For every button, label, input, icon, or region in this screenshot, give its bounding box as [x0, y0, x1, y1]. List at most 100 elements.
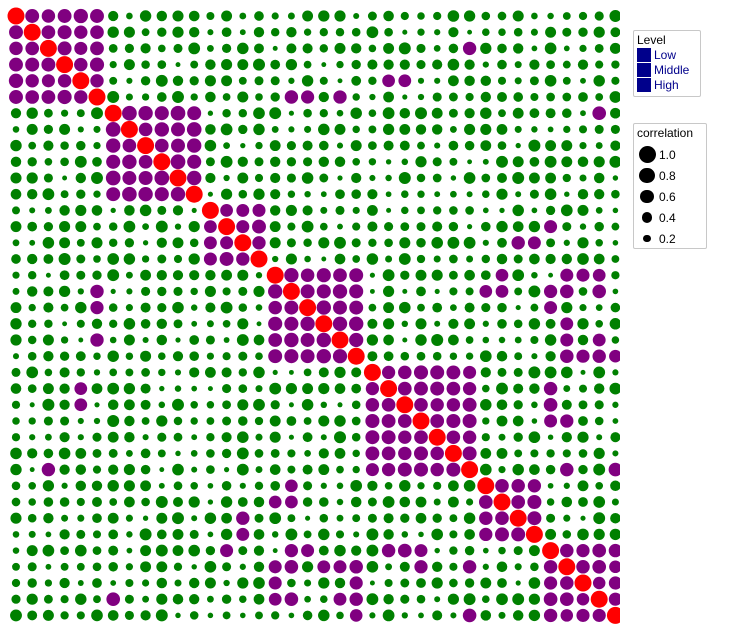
corr-point-26-6	[107, 431, 119, 443]
corr-point-33-22	[366, 544, 379, 557]
corr-point-15-27	[449, 254, 458, 264]
corr-point-2-15	[254, 43, 264, 54]
corr-point-1-1	[23, 23, 41, 41]
corr-point-7-24	[399, 123, 411, 135]
corr-point-4-17	[288, 77, 295, 84]
corr-point-14-13	[220, 236, 234, 250]
corr-point-3-3	[56, 56, 74, 74]
corr-point-29-12	[207, 482, 214, 489]
corr-point-7-26	[431, 124, 443, 135]
corr-point-9-36	[593, 156, 605, 168]
corr-point-17-23	[383, 285, 395, 297]
corr-point-18-15	[255, 304, 263, 311]
corr-point-25-37	[612, 418, 619, 424]
corr-point-8-9	[154, 138, 169, 153]
corr-point-15-18	[304, 255, 311, 263]
corr-point-31-9	[156, 512, 168, 524]
corr-point-25-33	[544, 414, 558, 428]
corr-point-28-31	[512, 463, 524, 476]
corr-point-3-20	[336, 60, 344, 69]
corr-point-8-32	[528, 139, 541, 152]
corr-point-6-37	[610, 107, 620, 119]
corr-point-5-7	[125, 93, 133, 101]
corr-point-10-30	[497, 173, 507, 183]
corr-point-36-12	[207, 595, 214, 603]
corr-point-7-8	[138, 122, 153, 137]
corr-point-32-9	[156, 529, 167, 540]
corr-point-18-34	[561, 301, 573, 314]
correlation-size-label: 1.0	[659, 147, 676, 162]
corr-point-25-23	[381, 414, 396, 428]
corr-point-11-16	[270, 189, 281, 200]
corr-point-9-6	[106, 154, 121, 169]
corr-point-16-2	[45, 272, 51, 278]
corr-point-8-30	[497, 141, 507, 150]
corr-point-2-11	[188, 42, 201, 55]
corr-point-24-36	[594, 400, 604, 410]
corr-point-26-8	[142, 434, 149, 441]
corr-point-24-1	[29, 402, 35, 408]
corr-point-17-27	[449, 287, 458, 296]
corr-point-27-23	[381, 446, 396, 461]
corr-point-31-10	[172, 512, 184, 525]
corr-point-32-21	[353, 531, 360, 538]
corr-point-23-12	[207, 386, 213, 392]
corr-point-10-21	[351, 172, 362, 184]
corr-point-37-11	[189, 611, 199, 620]
corr-point-12-2	[44, 206, 52, 214]
corr-point-11-0	[10, 188, 22, 200]
corr-point-23-14	[238, 384, 248, 393]
corr-point-17-32	[528, 285, 541, 298]
corr-point-3-29	[482, 61, 489, 68]
corr-point-18-6	[108, 303, 118, 312]
corr-point-5-0	[9, 90, 23, 104]
corr-point-5-21	[352, 93, 360, 101]
corr-point-25-13	[222, 416, 232, 426]
corr-point-24-33	[543, 397, 558, 412]
corr-point-29-32	[527, 479, 542, 493]
corr-point-24-14	[237, 399, 249, 411]
corr-point-12-23	[386, 207, 392, 213]
corr-point-26-26	[428, 428, 446, 446]
corr-point-2-23	[383, 42, 395, 54]
corr-point-37-28	[462, 608, 477, 623]
corr-point-7-17	[288, 126, 295, 133]
corr-point-12-29	[482, 207, 489, 214]
corr-point-34-27	[449, 562, 458, 571]
corr-point-37-17	[288, 612, 295, 619]
corr-point-29-4	[75, 480, 87, 492]
corr-point-18-14	[238, 303, 248, 312]
corr-point-12-28	[465, 206, 474, 215]
corr-point-33-28	[464, 545, 475, 556]
corr-point-23-17	[285, 383, 297, 395]
corr-point-10-23	[385, 174, 392, 182]
corr-point-30-32	[527, 494, 542, 510]
corr-point-17-34	[560, 284, 574, 299]
corr-point-35-37	[608, 576, 620, 590]
corr-point-12-37	[612, 207, 619, 214]
corr-point-28-8	[140, 464, 151, 475]
level-legend-item-high: High	[637, 77, 697, 92]
corr-point-12-9	[157, 205, 167, 215]
corr-point-35-2	[44, 579, 53, 587]
corr-point-27-32	[530, 449, 539, 458]
corr-point-4-26	[434, 77, 441, 84]
corr-point-34-5	[92, 562, 102, 572]
corr-point-13-24	[400, 222, 410, 232]
corr-point-33-10	[172, 545, 184, 557]
corr-point-37-8	[140, 610, 151, 621]
corr-point-30-22	[367, 497, 377, 507]
corr-point-13-14	[236, 220, 250, 234]
corr-point-2-36	[594, 43, 604, 53]
corr-point-33-14	[238, 546, 248, 556]
corr-point-30-27	[447, 496, 459, 508]
corr-point-29-21	[350, 479, 363, 492]
corr-point-34-26	[432, 561, 443, 572]
corr-point-16-4	[76, 270, 86, 280]
corr-point-20-34	[560, 333, 574, 347]
corr-point-24-7	[123, 399, 135, 411]
corr-point-7-15	[253, 123, 265, 136]
corr-point-23-6	[107, 382, 120, 395]
corr-point-35-14	[237, 577, 249, 589]
corr-point-12-10	[172, 205, 184, 216]
